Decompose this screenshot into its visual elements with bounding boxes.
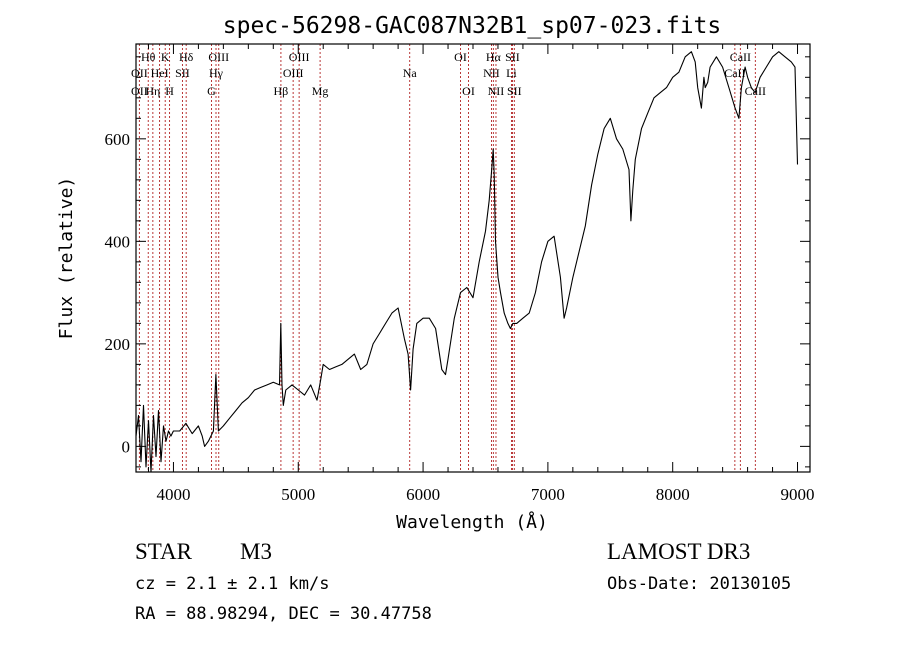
line-label: SII <box>505 50 520 64</box>
line-label: Na <box>403 66 418 80</box>
line-label: Mg <box>312 84 329 98</box>
line-label: CaII <box>724 66 745 80</box>
line-label: CaII <box>730 50 751 64</box>
line-label: SII <box>175 66 190 80</box>
line-label: OIII <box>208 50 229 64</box>
line-label: Hα <box>486 50 502 64</box>
line-label: OII <box>131 66 148 80</box>
line-label: OIII <box>283 66 304 80</box>
x-tick-label: 8000 <box>656 485 690 504</box>
survey-name: LAMOST DR3 <box>607 539 750 564</box>
chart-title: spec-56298-GAC087N32B1_sp07-023.fits <box>223 13 722 39</box>
y-tick-label: 400 <box>105 232 131 251</box>
x-axis-label: Wavelength (Å) <box>396 511 548 533</box>
coordinates-readout: RA = 88.98294, DEC = 30.47758 <box>135 604 432 624</box>
x-tick-label: 6000 <box>406 485 440 504</box>
y-axis: 0 200 400 600 <box>105 56 810 468</box>
y-tick-label: 600 <box>105 130 131 149</box>
y-tick-label: 200 <box>105 335 131 354</box>
line-label: OIII <box>289 50 310 64</box>
y-axis-label: Flux (relative) <box>56 177 77 340</box>
line-label: Hη <box>145 84 160 98</box>
x-tick-label: 4000 <box>156 485 190 504</box>
object-class: STAR <box>135 539 193 564</box>
line-label: OI <box>462 84 475 98</box>
line-label: NII <box>488 84 505 98</box>
x-tick-label: 7000 <box>531 485 565 504</box>
line-label: OI <box>454 50 467 64</box>
line-label: Li <box>506 66 517 80</box>
redshift-readout: cz = 2.1 ± 2.1 km/s <box>135 574 329 594</box>
x-tick-label: 9000 <box>781 485 815 504</box>
line-label: NII <box>483 66 500 80</box>
line-label: K <box>161 50 170 64</box>
observation-date: Obs-Date: 20130105 <box>607 574 791 594</box>
plot-frame <box>135 43 811 473</box>
line-label: G <box>207 84 216 98</box>
line-label: Hγ <box>209 66 224 80</box>
line-label: Hθ <box>141 50 156 64</box>
y-tick-label: 0 <box>122 437 131 456</box>
x-tick-label: 5000 <box>281 485 315 504</box>
x-axis: 4000 5000 6000 7000 8000 9000 <box>147 44 815 504</box>
emission-line-markers <box>138 44 756 472</box>
line-label: HeI <box>151 66 169 80</box>
object-subclass: M3 <box>240 539 272 564</box>
line-label: H <box>165 84 174 98</box>
line-label: SII <box>507 84 522 98</box>
line-label: Hβ <box>274 84 289 98</box>
spectrum-line <box>135 51 799 473</box>
line-label: Hδ <box>179 50 194 64</box>
line-label: OII <box>131 84 148 98</box>
